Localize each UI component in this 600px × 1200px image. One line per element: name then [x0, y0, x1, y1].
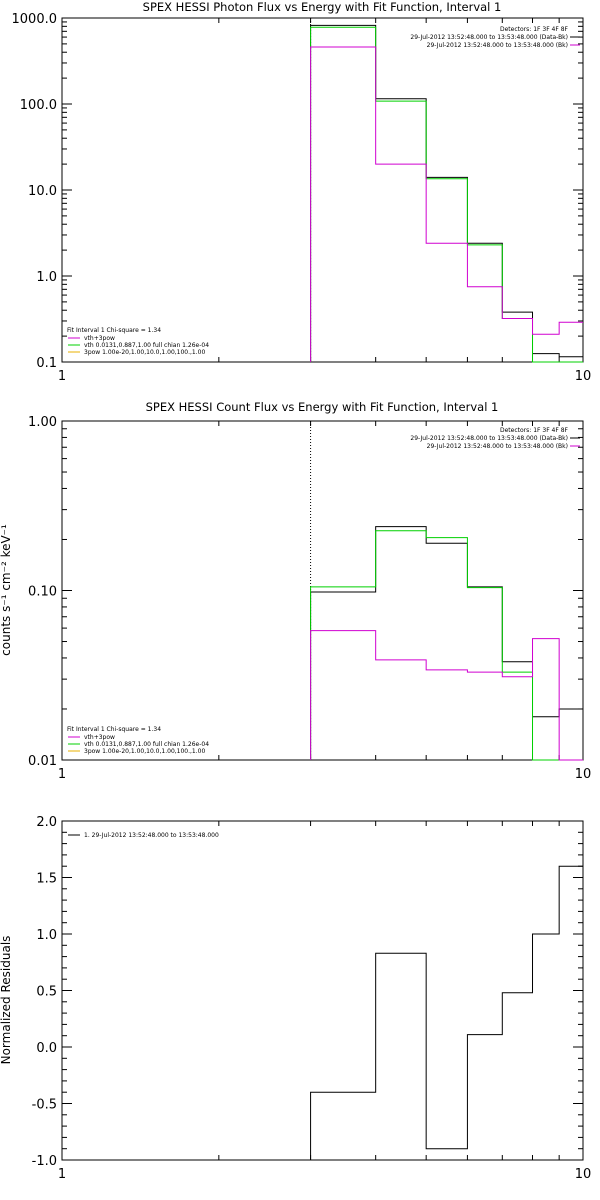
- residuals-legend: 1. 29-Jul-2012 13:52:48.000 to 13:53:48.…: [84, 832, 219, 839]
- count-flux-fit-legend: Fit Interval 1 Chi-square = 1.34 vth+3po…: [67, 726, 209, 755]
- y-tick-label: 1000.0: [12, 12, 58, 27]
- y-tick-label: 2.0: [36, 815, 57, 830]
- count-flux-legend: Detectors: 1F 3F 4F 8F 29-Jul-2012 13:52…: [410, 427, 568, 450]
- series-model-fit: [310, 26, 583, 363]
- x-tick-label: 1: [58, 767, 66, 782]
- y-tick-label: 0.1: [36, 356, 57, 371]
- y-tick-label: 10.0: [28, 184, 57, 199]
- series-background: [310, 630, 583, 761]
- y-tick-label: 0.0: [36, 1041, 57, 1056]
- residuals-ylabel: Normalized Residuals: [0, 936, 13, 1065]
- photon-flux-legend: Detectors: 1F 3F 4F 8F 29-Jul-2012 13:52…: [410, 26, 568, 49]
- fit-interval-label: Fit Interval 1 Chi-square = 1.34: [67, 327, 161, 334]
- photon-flux-title: SPEX HESSI Photon Flux vs Energy with Fi…: [143, 0, 502, 14]
- fit-interval-label: Fit Interval 1 Chi-square = 1.34: [67, 726, 161, 733]
- y-tick-label: 0.10: [28, 585, 57, 600]
- plot-frame: [61, 17, 584, 363]
- y-tick-label: 1.00: [28, 415, 57, 430]
- y-tick-label: -1.0: [32, 1154, 57, 1169]
- photon-flux-panel: SPEX HESSI Photon Flux vs Energy with Fi…: [12, 0, 592, 384]
- y-tick-label: 1.0: [36, 928, 57, 943]
- series-data-minus-bk: [310, 526, 583, 760]
- count-flux-panel: SPEX HESSI Count Flux vs Energy with Fit…: [0, 400, 591, 782]
- fit-3pow-label: 3pow 1.00e-20,1.00,10.0,1.00,100.,1.00: [84, 748, 205, 755]
- legend-detectors: Detectors: 1F 3F 4F 8F: [500, 26, 569, 33]
- count-flux-title: SPEX HESSI Count Flux vs Energy with Fit…: [146, 400, 499, 414]
- series-data-minus-bk: [310, 24, 583, 362]
- y-tick-label: 0.01: [28, 754, 57, 769]
- count-flux-ylabel: counts s⁻¹ cm⁻² keV⁻¹: [0, 524, 13, 656]
- y-tick-label: 100.0: [20, 98, 57, 113]
- x-tick-label: 10: [575, 1167, 592, 1182]
- x-tick-label: 1: [58, 369, 66, 384]
- y-tick-label: 1.5: [36, 872, 57, 887]
- fit-function-label: vth+3pow: [84, 335, 115, 342]
- y-tick-label: -0.5: [32, 1098, 57, 1113]
- legend-bk: 29-Jul-2012 13:52:48.000 to 13:53:48.000…: [427, 42, 568, 49]
- fit-vth-label: vth 0.0131,0.887,1.00 full chian 1.26e-0…: [84, 741, 209, 748]
- fit-vth-label: vth 0.0131,0.887,1.00 full chian 1.26e-0…: [84, 342, 209, 349]
- legend-data-bk: 29-Jul-2012 13:52:48.000 to 13:53:48.000…: [410, 34, 568, 41]
- fit-function-label: vth+3pow: [84, 734, 115, 741]
- residuals-panel: Normalized Residuals 1. 29-Jul-2012 13:5…: [0, 815, 591, 1182]
- series-background: [310, 46, 583, 362]
- legend-detectors: Detectors: 1F 3F 4F 8F: [500, 427, 569, 434]
- y-tick-label: 1.0: [36, 270, 57, 285]
- x-tick-label: 1: [58, 1167, 66, 1182]
- plot-frame: [61, 820, 584, 1161]
- series-model-fit: [310, 530, 583, 761]
- x-tick-label: 10: [575, 369, 592, 384]
- x-tick-label: 10: [575, 767, 592, 782]
- legend-bk: 29-Jul-2012 13:52:48.000 to 13:53:48.000…: [427, 443, 568, 450]
- photon-flux-fit-legend: Fit Interval 1 Chi-square = 1.34 vth+3po…: [67, 327, 209, 356]
- legend-data-bk: 29-Jul-2012 13:52:48.000 to 13:53:48.000…: [410, 435, 568, 442]
- y-tick-label: 0.5: [36, 985, 57, 1000]
- plot-frame: [61, 420, 584, 761]
- fit-3pow-label: 3pow 1.00e-20,1.00,10.0,1.00,100.,1.00: [84, 349, 205, 356]
- series-residuals: [310, 865, 583, 1160]
